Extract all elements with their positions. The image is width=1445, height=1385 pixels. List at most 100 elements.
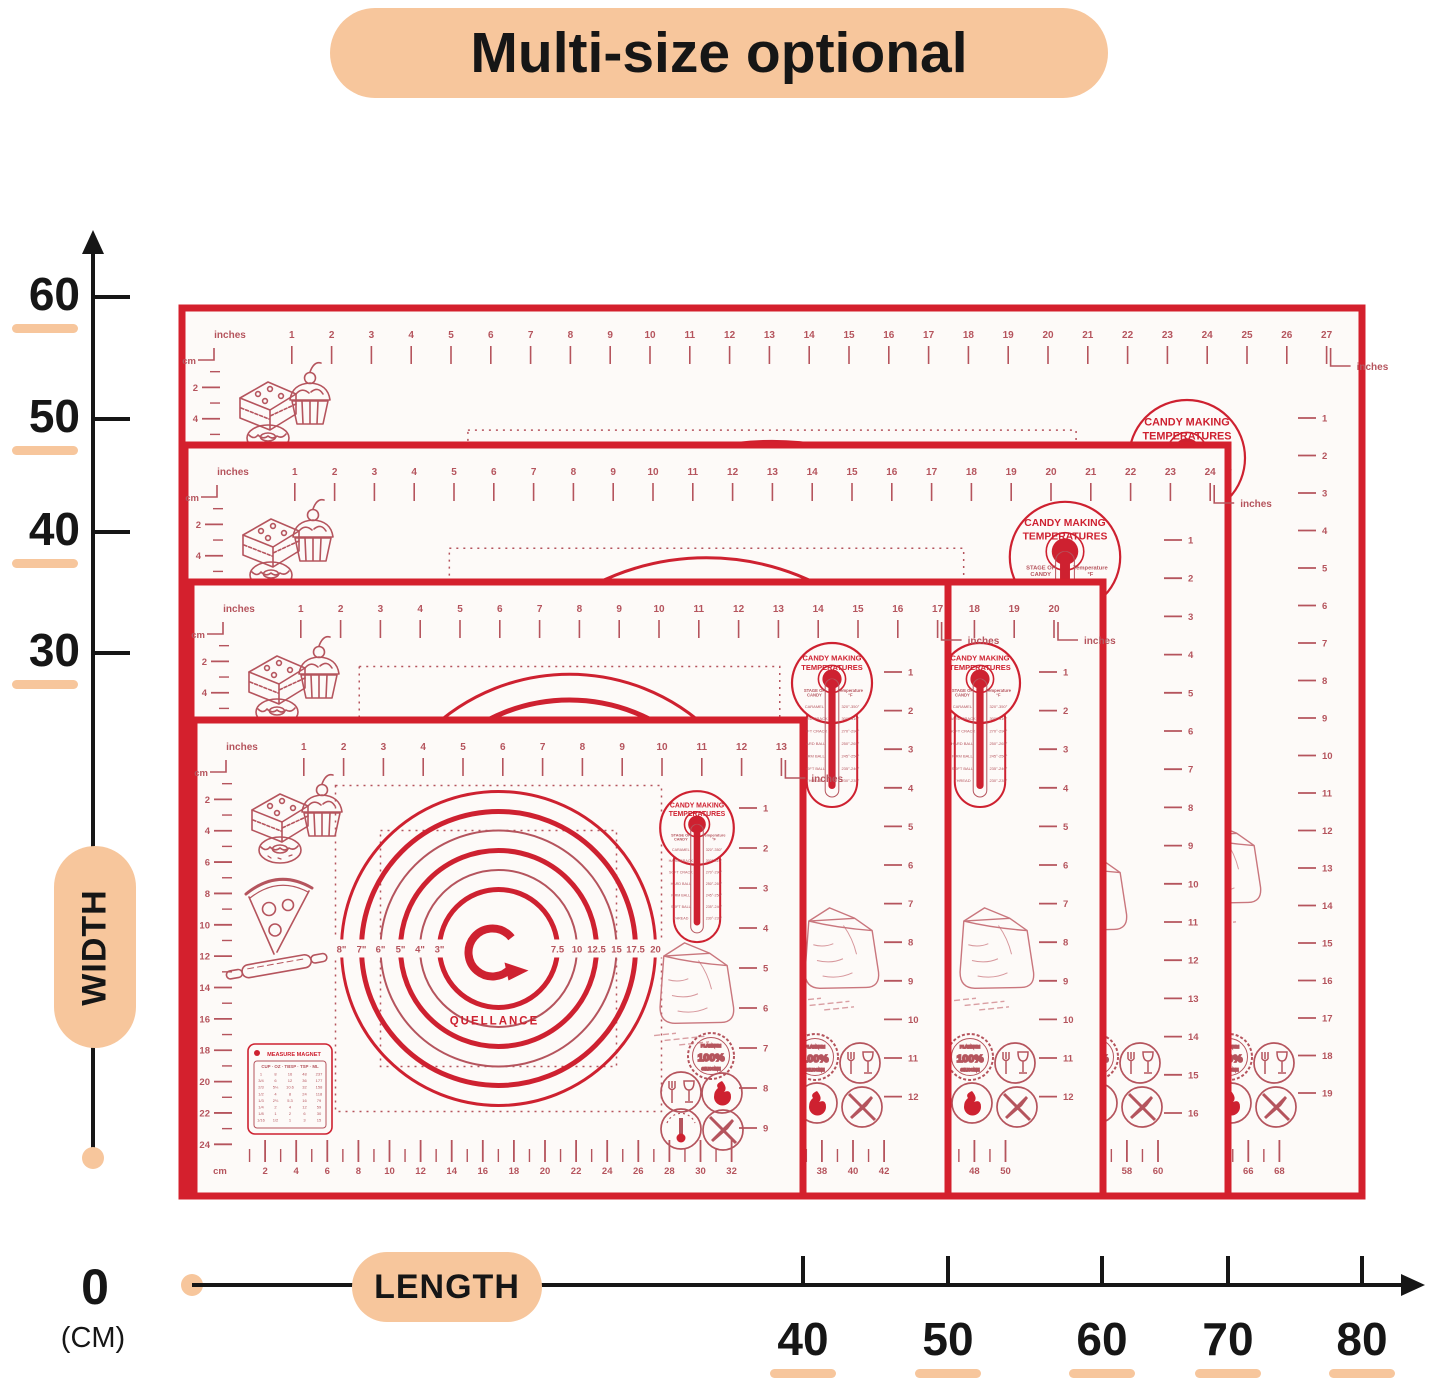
svg-text:FIRM BALL: FIRM BALL [671,893,690,897]
svg-text:11: 11 [908,1054,919,1065]
svg-text:inches: inches [811,774,843,785]
svg-text:12: 12 [199,952,210,963]
svg-text:PLATINUM: PLATINUM [805,1044,825,1049]
axis-unit-label: (CM) [60,1322,126,1354]
svg-text:11: 11 [1063,1054,1074,1065]
width-axis-label: WIDTH [54,846,136,1048]
svg-text:58: 58 [1122,1166,1133,1177]
cake-slice-icon [251,793,309,843]
svg-text:27: 27 [1321,330,1333,341]
svg-text:320°-350°: 320°-350° [989,704,1007,709]
flour-sack-illustration [653,942,735,1046]
svg-text:18: 18 [509,1166,520,1177]
svg-text:16: 16 [302,1098,307,1103]
svg-text:2: 2 [274,1105,277,1110]
svg-text:3: 3 [1322,489,1327,500]
svg-text:300°-310°: 300°-310° [841,716,859,721]
svg-text:1: 1 [1063,668,1069,679]
svg-text:10: 10 [199,920,210,931]
svg-text:HARD CRACK: HARD CRACK [669,859,694,863]
svg-text:10.6: 10.6 [286,1085,295,1090]
platinum-silicone-badge-icon: PLATINUM 100% SILICONE [791,1033,839,1081]
svg-text:1: 1 [1322,414,1328,425]
svg-text:TEMPERATURES: TEMPERATURES [1142,430,1231,442]
svg-text:CARAMEL: CARAMEL [953,704,973,709]
svg-text:1: 1 [289,1118,292,1123]
svg-text:4: 4 [1322,526,1328,537]
svg-text:245°-250°: 245°-250° [989,753,1007,758]
svg-text:235°-240°: 235°-240° [706,905,723,909]
svg-text:118: 118 [316,1091,323,1096]
svg-text:250°-265°: 250°-265° [989,741,1007,746]
svg-text:9: 9 [1063,976,1068,987]
svg-text:SOFT CRACK: SOFT CRACK [950,729,976,734]
svg-text:8: 8 [580,742,586,753]
svg-text:100%: 100% [957,1053,985,1065]
svg-text:9: 9 [1322,714,1327,725]
svg-text:1: 1 [301,742,307,753]
svg-text:1/4: 1/4 [258,1105,264,1110]
svg-text:6": 6" [376,944,386,955]
svg-text:QUELLANCE: QUELLANCE [450,1015,540,1027]
svg-text:21: 21 [1085,467,1097,478]
svg-text:8: 8 [1063,938,1068,949]
svg-text:2: 2 [202,657,207,668]
svg-text:Temperature: Temperature [838,688,864,693]
svg-text:3: 3 [1063,745,1068,756]
svg-text:30: 30 [317,1111,322,1116]
svg-text:10: 10 [1322,751,1333,762]
flame-icon [951,1082,993,1124]
svg-text:2: 2 [205,795,210,806]
svg-text:°F: °F [996,693,1001,698]
svg-text:2: 2 [329,330,335,341]
svg-text:16: 16 [478,1166,489,1177]
svg-text:2: 2 [289,1111,292,1116]
svg-text:9: 9 [616,604,622,615]
svg-text:CANDY: CANDY [807,693,822,698]
top-ruler-unit: inches [223,604,255,615]
safety-icons: PLATINUM 100% SILICONE [660,1032,744,1151]
svg-text:2: 2 [196,520,201,531]
no-knife-icon [1121,1086,1163,1128]
flame-icon [701,1072,743,1114]
svg-text:6: 6 [303,1111,306,1116]
svg-text:3: 3 [1188,612,1193,623]
svg-text:1: 1 [260,1072,263,1077]
ruler-markings: inches 1 2 3 4 5 6 7 8 9 10 11 12 13cminches246810121… [194,742,843,1177]
svg-text:22: 22 [199,1108,210,1119]
svg-text:2: 2 [332,467,338,478]
svg-text:4: 4 [202,688,208,699]
page-title-text: Multi-size optional [470,21,968,85]
svg-text:14: 14 [446,1166,457,1177]
svg-text:38: 38 [817,1166,828,1177]
svg-text:inches: inches [1357,362,1389,373]
svg-text:18: 18 [963,330,975,341]
svg-text:CANDY: CANDY [1030,572,1051,578]
svg-text:270°-290°: 270°-290° [841,729,859,734]
svg-text:4: 4 [420,742,426,753]
svg-text:13: 13 [1322,864,1333,875]
svg-text:17: 17 [926,467,938,478]
svg-text:9: 9 [610,467,616,478]
svg-text:2: 2 [1322,451,1327,462]
top-ruler-unit: inches [226,742,258,753]
svg-text:245°-250°: 245°-250° [706,893,723,897]
svg-text:9: 9 [763,1124,768,1135]
svg-text:8: 8 [571,467,577,478]
svg-text:68: 68 [1274,1166,1285,1177]
svg-text:18: 18 [969,604,981,615]
svg-text:24: 24 [1205,467,1217,478]
svg-text:4: 4 [193,414,199,425]
svg-text:2: 2 [193,383,198,394]
svg-text:50: 50 [1000,1166,1011,1177]
svg-text:9: 9 [607,330,613,341]
svg-text:CARAMEL: CARAMEL [805,704,825,709]
length-tick-label: 80 [1317,1312,1407,1378]
svg-text:8: 8 [289,1091,292,1096]
axis-origin-label: 0 [81,1259,109,1315]
svg-text:HARD BALL: HARD BALL [951,741,974,746]
svg-text:5: 5 [457,604,463,615]
svg-text:42: 42 [879,1166,890,1177]
